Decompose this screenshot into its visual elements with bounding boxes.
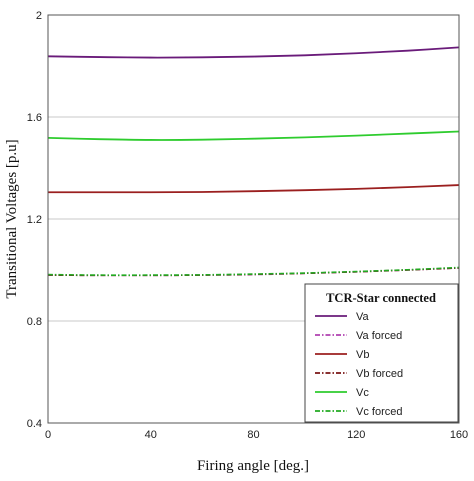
legend-label: Va	[356, 311, 370, 323]
y-tick-label: 1.2	[27, 214, 42, 226]
series-line-vc-forced	[47, 266, 460, 276]
y-axis-label: Transitional Voltages [p.u]	[4, 139, 20, 298]
x-tick-label: 80	[247, 429, 259, 441]
legend-title: TCR-Star connected	[326, 291, 436, 305]
legend-box	[304, 283, 459, 423]
y-tick-label: 0.4	[27, 418, 42, 430]
legend: TCR-Star connected Va Va forced Vb Vb force…	[304, 283, 459, 423]
series-line-vb-forced	[47, 267, 460, 277]
x-tick-label: 120	[347, 429, 365, 441]
series-line-vb	[48, 184, 460, 194]
x-tick-label: 160	[450, 429, 468, 441]
series-line-vc	[47, 130, 460, 141]
x-axis-label: Firing angle [deg.]	[197, 458, 309, 474]
legend-label: Vc forced	[356, 406, 402, 418]
x-tick-label: 40	[145, 429, 157, 441]
series-lines	[47, 46, 460, 277]
y-tick-label: 2	[36, 10, 42, 22]
series-line-va	[47, 46, 460, 59]
legend-label: Vb	[356, 349, 369, 361]
x-tick-label: 0	[45, 429, 51, 441]
legend-label: Vc	[356, 387, 369, 399]
plot-frame	[47, 14, 460, 424]
series-line-va-forced	[47, 267, 460, 277]
legend-label: Vb forced	[356, 368, 403, 380]
legend-label: Va forced	[356, 330, 402, 342]
y-tick-label: 0.8	[27, 316, 42, 328]
y-tick-label: 1.6	[27, 112, 42, 124]
legend-items: Va Va forced Vb Vb forced Vc Vc forced	[315, 311, 403, 418]
tick-labels: 0 40 80 120 160 0.4 0.8 1.2 1.6 2	[27, 10, 468, 441]
